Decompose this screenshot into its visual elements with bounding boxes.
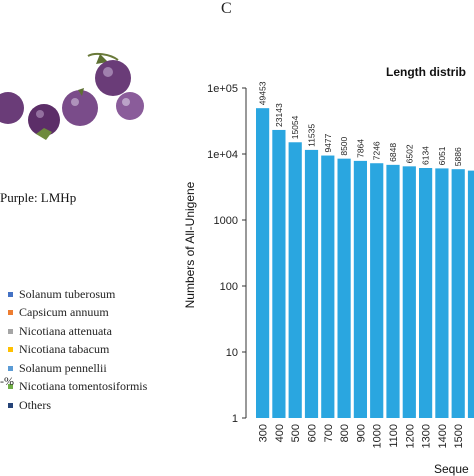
y-tick-label: 1e+05 (207, 83, 238, 95)
data-label: 6051 (437, 146, 447, 165)
legend-label: Solanum pennellii (19, 360, 107, 375)
legend-item: Capsicum annuum (8, 304, 147, 323)
data-label: 7246 (372, 141, 382, 160)
purple-fruit-photo (0, 52, 144, 140)
y-tick-label: 100 (220, 281, 238, 293)
legend-label: Solanum tuberosum (19, 286, 116, 301)
x-tick-label: 500 (290, 424, 302, 442)
bar (321, 155, 335, 418)
data-label: 5886 (453, 147, 463, 166)
legend-swatch (8, 328, 13, 334)
bar (435, 168, 449, 418)
bar (353, 160, 367, 419)
legend-swatch (8, 365, 13, 371)
legend-item: Nicotiana tabacum (8, 341, 147, 360)
legend-label: Nicotiana tomentosiformis (19, 379, 148, 394)
data-label: 9477 (323, 133, 333, 152)
y-tick-label: 10 (226, 347, 238, 359)
data-label: 11535 (307, 124, 317, 147)
data-label: 8500 (339, 136, 349, 155)
bar (386, 164, 400, 418)
legend-item: Solanum tuberosum (8, 285, 147, 304)
data-label: 6502 (404, 144, 414, 163)
x-tick-label: 1300 (421, 424, 433, 448)
bar (467, 170, 474, 418)
legend-label: Others (19, 397, 51, 412)
x-tick-label: 1100 (388, 424, 400, 448)
photo-caption: Purple: LMHp (0, 190, 77, 205)
y-tick-label: 1000 (214, 215, 238, 227)
data-label: 49453 (258, 81, 268, 105)
x-tick-label: 900 (355, 424, 367, 442)
y-tick-label: 1e+04 (207, 149, 238, 161)
legend-swatch (8, 347, 13, 353)
bar (304, 149, 319, 418)
legend-item: Nicotiana tomentosiformis (8, 378, 147, 397)
x-tick-label: 800 (339, 424, 351, 442)
x-tick-label: 1200 (404, 424, 416, 448)
x-tick-label: 700 (323, 424, 335, 442)
data-label: 7864 (355, 139, 365, 158)
legend-item: Solanum pennellii (8, 359, 147, 378)
legend-swatch (8, 310, 13, 316)
legend-item: Nicotiana attenuata (8, 322, 147, 341)
y-tick-label: 1 (232, 413, 238, 425)
percent-fragment: -% (0, 374, 14, 388)
data-label: 6134 (421, 146, 431, 165)
bar (288, 142, 302, 419)
species-legend: Solanum tuberosum Capsicum annuum Nicoti… (8, 285, 147, 415)
bar (451, 169, 465, 418)
legend-item: Others (8, 396, 147, 415)
x-tick-label: 1000 (372, 424, 384, 448)
legend-swatch (8, 291, 13, 297)
bar (402, 166, 416, 418)
data-label: 15054 (290, 115, 300, 139)
bar (256, 108, 270, 418)
x-tick-label: 1400 (437, 424, 449, 448)
x-tick-label: 400 (274, 424, 286, 442)
x-tick-label: 600 (307, 424, 319, 442)
legend-label: Nicotiana attenuata (19, 323, 112, 338)
legend-swatch (8, 402, 13, 408)
legend-swatch (8, 384, 13, 390)
chart-title: Length distrib (386, 65, 466, 79)
bar (370, 163, 384, 418)
legend-label: Nicotiana tabacum (19, 342, 110, 357)
legend-label: Capsicum annuum (19, 305, 109, 320)
bar (272, 129, 286, 418)
x-axis-label: Seque (434, 462, 469, 476)
panel-letter: C (221, 0, 232, 17)
x-tick-label: 300 (258, 424, 270, 442)
bar (337, 158, 351, 418)
bar (419, 168, 433, 418)
data-label: 6848 (388, 143, 398, 162)
data-label: 23143 (274, 103, 284, 127)
x-tick-label: 1500 (453, 424, 465, 448)
